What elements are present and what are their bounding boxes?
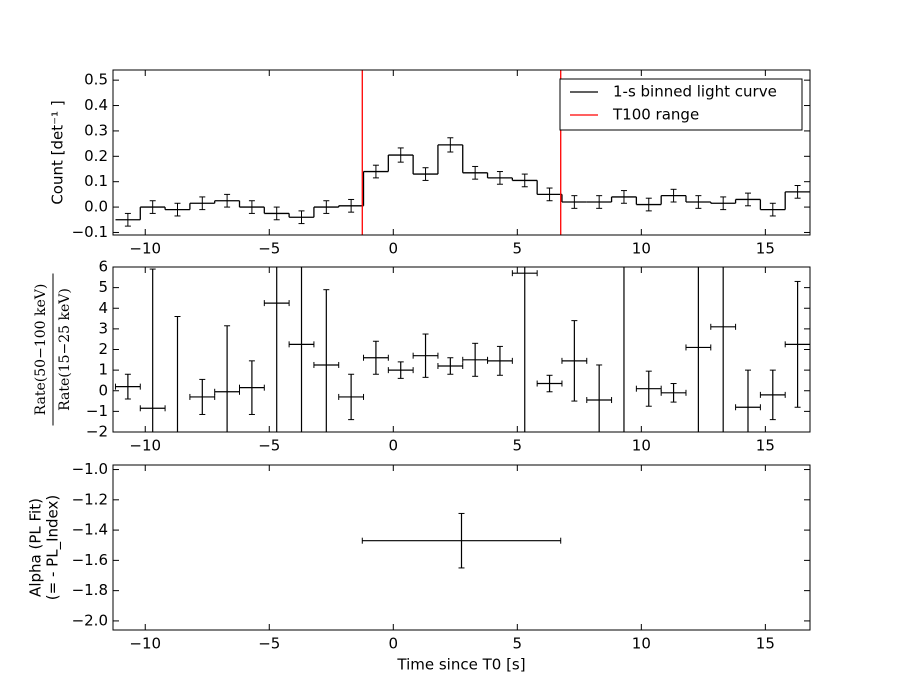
y-tick-label: 6 <box>98 258 108 276</box>
axes-frame <box>112 69 811 236</box>
x-tick-label: 10 <box>632 240 651 258</box>
y-axis-label-numerator: Rate(50−100 keV) <box>33 284 49 416</box>
x-tick-label: −5 <box>258 635 280 653</box>
y-tick-label: −2.0 <box>72 611 108 629</box>
y-tick-label: 0.0 <box>84 198 108 216</box>
x-axis-label: Time since T0 [s] <box>396 656 525 674</box>
x-tick-label: 15 <box>756 635 775 653</box>
y-tick-label: 0.4 <box>84 96 108 114</box>
y-tick-label: 4 <box>98 299 108 317</box>
legend-label: T100 range <box>612 106 699 124</box>
legend-box <box>559 78 803 131</box>
x-tick-label: 10 <box>632 437 651 455</box>
y-tick-label: −1.8 <box>72 581 108 599</box>
y-axis-label: (= - PL_Index) <box>44 495 63 600</box>
y-tick-label: 0.2 <box>84 147 108 165</box>
x-tick-label: 5 <box>513 635 523 653</box>
x-tick-label: 5 <box>513 437 523 455</box>
y-tick-label: 0 <box>98 381 108 399</box>
x-tick-label: 0 <box>389 240 399 258</box>
plot-area <box>361 512 562 569</box>
x-tick-label: 15 <box>756 240 775 258</box>
x-tick-label: −10 <box>129 240 161 258</box>
x-tick-label: 15 <box>756 437 775 455</box>
x-tick-label: −10 <box>129 635 161 653</box>
y-tick-label: 3 <box>98 319 108 337</box>
y-tick-label: 2 <box>98 340 108 358</box>
axes-frame <box>112 464 811 631</box>
y-tick-label: 5 <box>98 278 108 296</box>
axes-frame <box>112 266 811 433</box>
step-connector <box>139 144 786 220</box>
y-axis-label-denominator: Rate(15−25 keV) <box>57 288 73 411</box>
y-tick-label: −2 <box>86 423 108 441</box>
x-tick-label: −10 <box>129 437 161 455</box>
x-tick-label: −5 <box>258 240 280 258</box>
x-tick-label: 0 <box>389 437 399 455</box>
y-tick-label: −1 <box>86 402 108 420</box>
x-tick-label: 10 <box>632 635 651 653</box>
y-tick-label: 0.1 <box>84 172 108 190</box>
y-tick-label: −1.0 <box>72 460 108 478</box>
y-tick-label: −0.1 <box>72 223 108 241</box>
x-tick-label: −5 <box>258 437 280 455</box>
y-axis-label: Count [det⁻¹ ] <box>49 100 67 204</box>
y-tick-label: 0.3 <box>84 121 108 139</box>
y-axis-label: Alpha (PL Fit) <box>27 498 45 597</box>
plot-area <box>114 267 810 432</box>
y-tick-label: 1 <box>98 361 108 379</box>
y-tick-label: −1.6 <box>72 551 108 569</box>
plot-area <box>115 70 810 235</box>
y-tick-label: −1.4 <box>72 521 108 539</box>
legend-label: 1-s binned light curve <box>613 83 777 101</box>
x-tick-label: 5 <box>513 240 523 258</box>
legend: 1-s binned light curve T100 range <box>559 78 803 131</box>
y-tick-label: −1.2 <box>72 490 108 508</box>
y-tick-label: 0.5 <box>84 71 108 89</box>
x-tick-label: 0 <box>389 635 399 653</box>
